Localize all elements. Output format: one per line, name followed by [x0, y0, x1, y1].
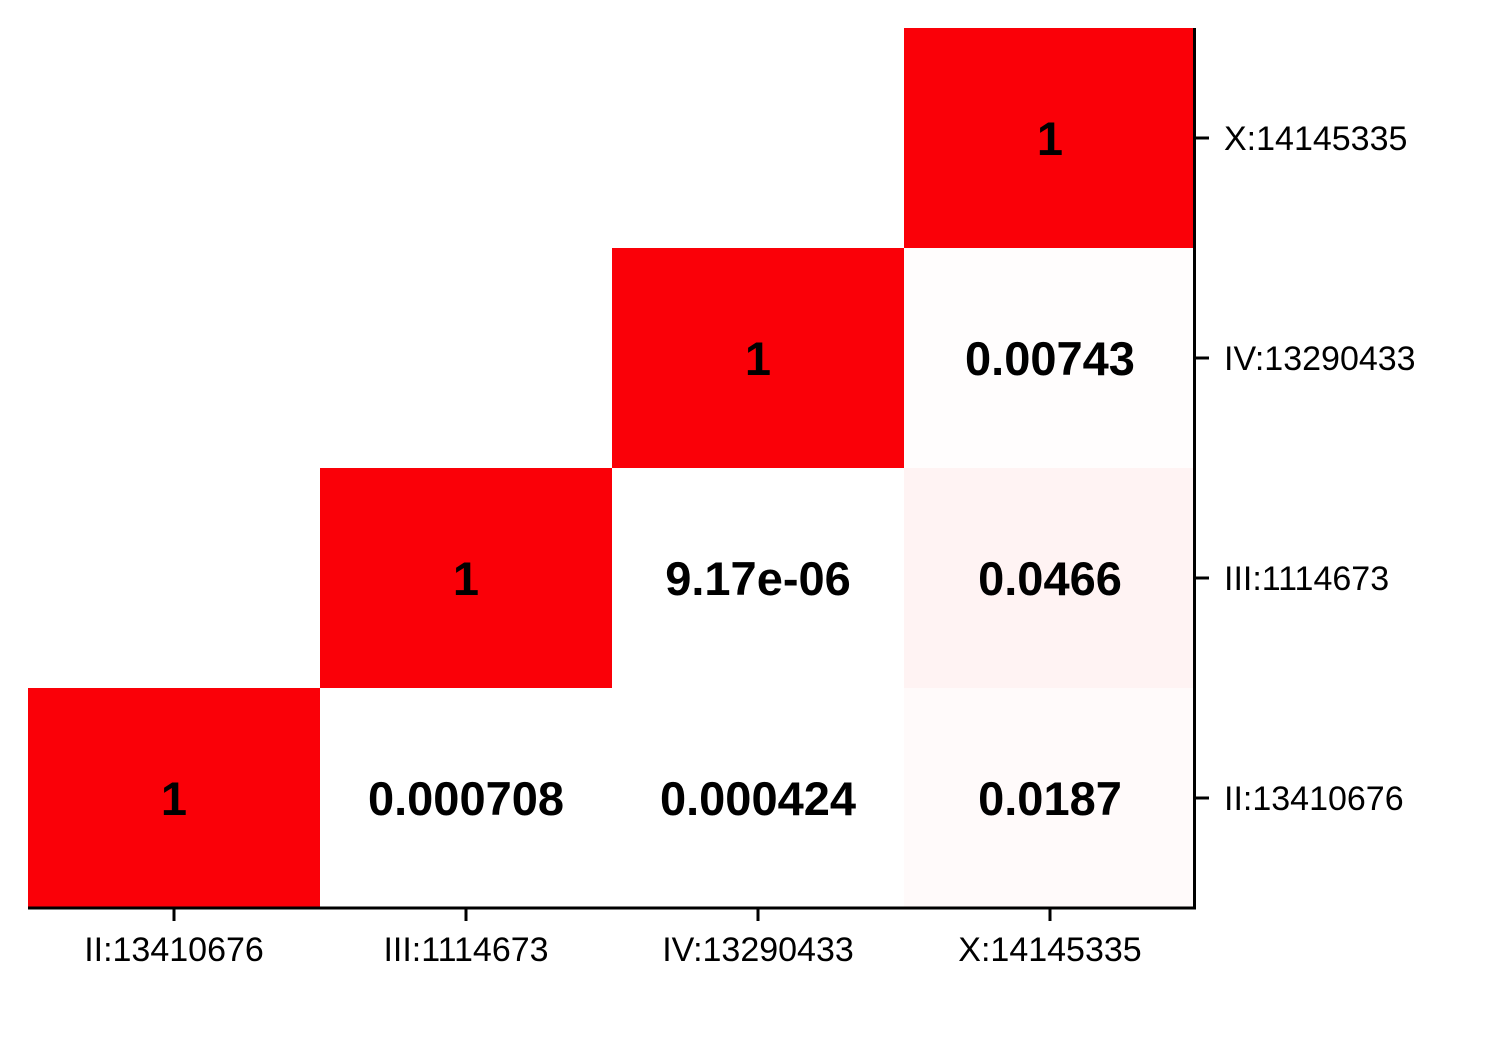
y-tick-label: IV:13290433 — [1224, 340, 1416, 378]
x-tick-label: II:13410676 — [84, 931, 264, 969]
heatmap-cell-x-14145335-x-14145335 — [904, 28, 1196, 248]
heatmap-cell-iii-1114673-iv-13290433 — [612, 468, 904, 688]
cell-value-label: 0.000708 — [368, 772, 564, 825]
cell-value-label: 0.0187 — [978, 772, 1122, 825]
heatmap-cell-ii-13410676-ii-13410676 — [28, 688, 320, 908]
y-tick-label: II:13410676 — [1224, 780, 1404, 818]
heatmap-axes — [28, 28, 1196, 910]
cell-value-label: 0.00743 — [965, 332, 1135, 385]
cell-value-label: 0.0466 — [978, 552, 1122, 605]
heatmap-cells — [28, 28, 1196, 908]
heatmap-cell-iv-13290433-x-14145335 — [904, 248, 1196, 468]
cell-value-label: 1 — [161, 772, 187, 825]
x-tick-label: IV:13290433 — [662, 931, 854, 969]
y-tick-label: III:1114673 — [1224, 560, 1389, 598]
heatmap-cell-ii-13410676-iii-1114673 — [320, 688, 612, 908]
heatmap-cell-ii-13410676-iv-13290433 — [612, 688, 904, 908]
heatmap-ticks: II:13410676 III:1114673 IV:13290433 X:14145… — [84, 120, 1415, 969]
cell-value-label: 1 — [1037, 112, 1063, 165]
heatmap-cell-ii-13410676-x-14145335 — [904, 688, 1196, 908]
heatmap-labels: 1 0.000708 0.000424 0.0187 1 9.17e-06 0.0466 1 0… — [161, 112, 1135, 825]
x-tick-label: III:1114673 — [383, 931, 548, 969]
cell-value-label: 1 — [745, 332, 771, 385]
heatmap-cell-iii-1114673-x-14145335 — [904, 468, 1196, 688]
heatmap-cell-iv-13290433-iv-13290433 — [612, 248, 904, 468]
cell-value-label: 9.17e-06 — [665, 552, 851, 605]
heatmap-cell-iii-1114673-iii-1114673 — [320, 468, 612, 688]
cell-value-label: 1 — [453, 552, 479, 605]
y-tick-label: X:14145335 — [1224, 120, 1407, 158]
x-tick-label: X:14145335 — [958, 931, 1141, 969]
cell-value-label: 0.000424 — [660, 772, 856, 825]
